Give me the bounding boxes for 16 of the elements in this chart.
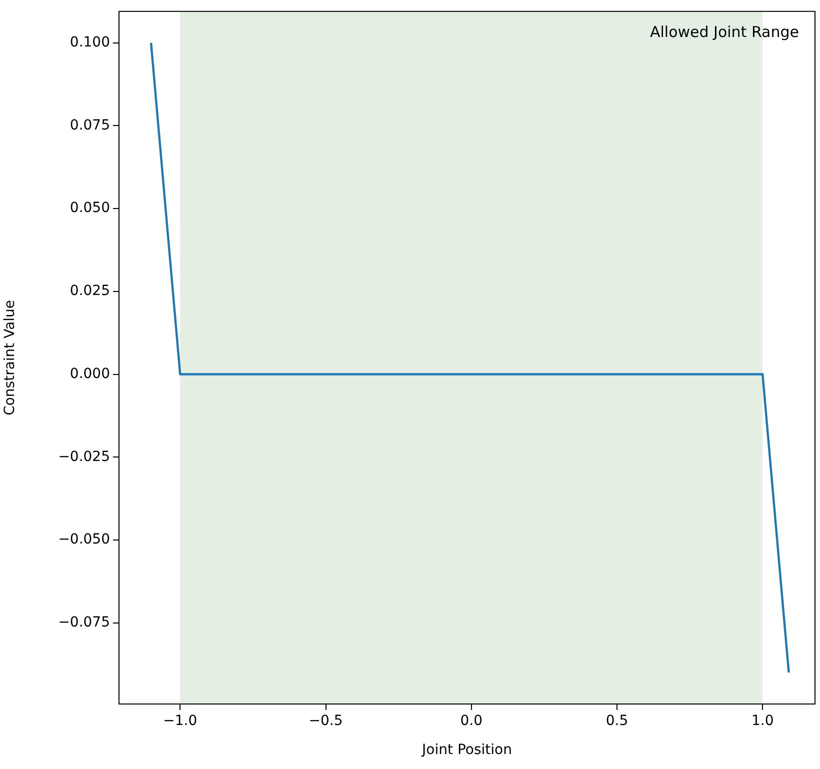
x-tick-label: −1.0 xyxy=(163,713,198,730)
y-tick-label: 0.075 xyxy=(70,117,110,134)
x-tick-label: −0.5 xyxy=(308,713,343,730)
x-tick-label: 0.5 xyxy=(606,713,628,730)
x-tick-label: 1.0 xyxy=(751,713,774,730)
y-tick-label: −0.025 xyxy=(58,448,110,465)
y-tick-label: 0.025 xyxy=(70,283,110,300)
y-tick-label: 0.000 xyxy=(70,366,110,382)
x-tick-label: 0.0 xyxy=(460,713,482,730)
y-tick-label: 0.050 xyxy=(70,200,110,216)
y-axis-title: Constraint Value xyxy=(2,300,18,416)
x-axis-title: Joint Position xyxy=(421,742,512,758)
y-tick-label: 0.100 xyxy=(70,34,110,51)
band-label: Allowed Joint Range xyxy=(650,22,800,41)
y-tick-label: −0.050 xyxy=(58,532,110,548)
y-tick-label: −0.075 xyxy=(58,614,110,630)
